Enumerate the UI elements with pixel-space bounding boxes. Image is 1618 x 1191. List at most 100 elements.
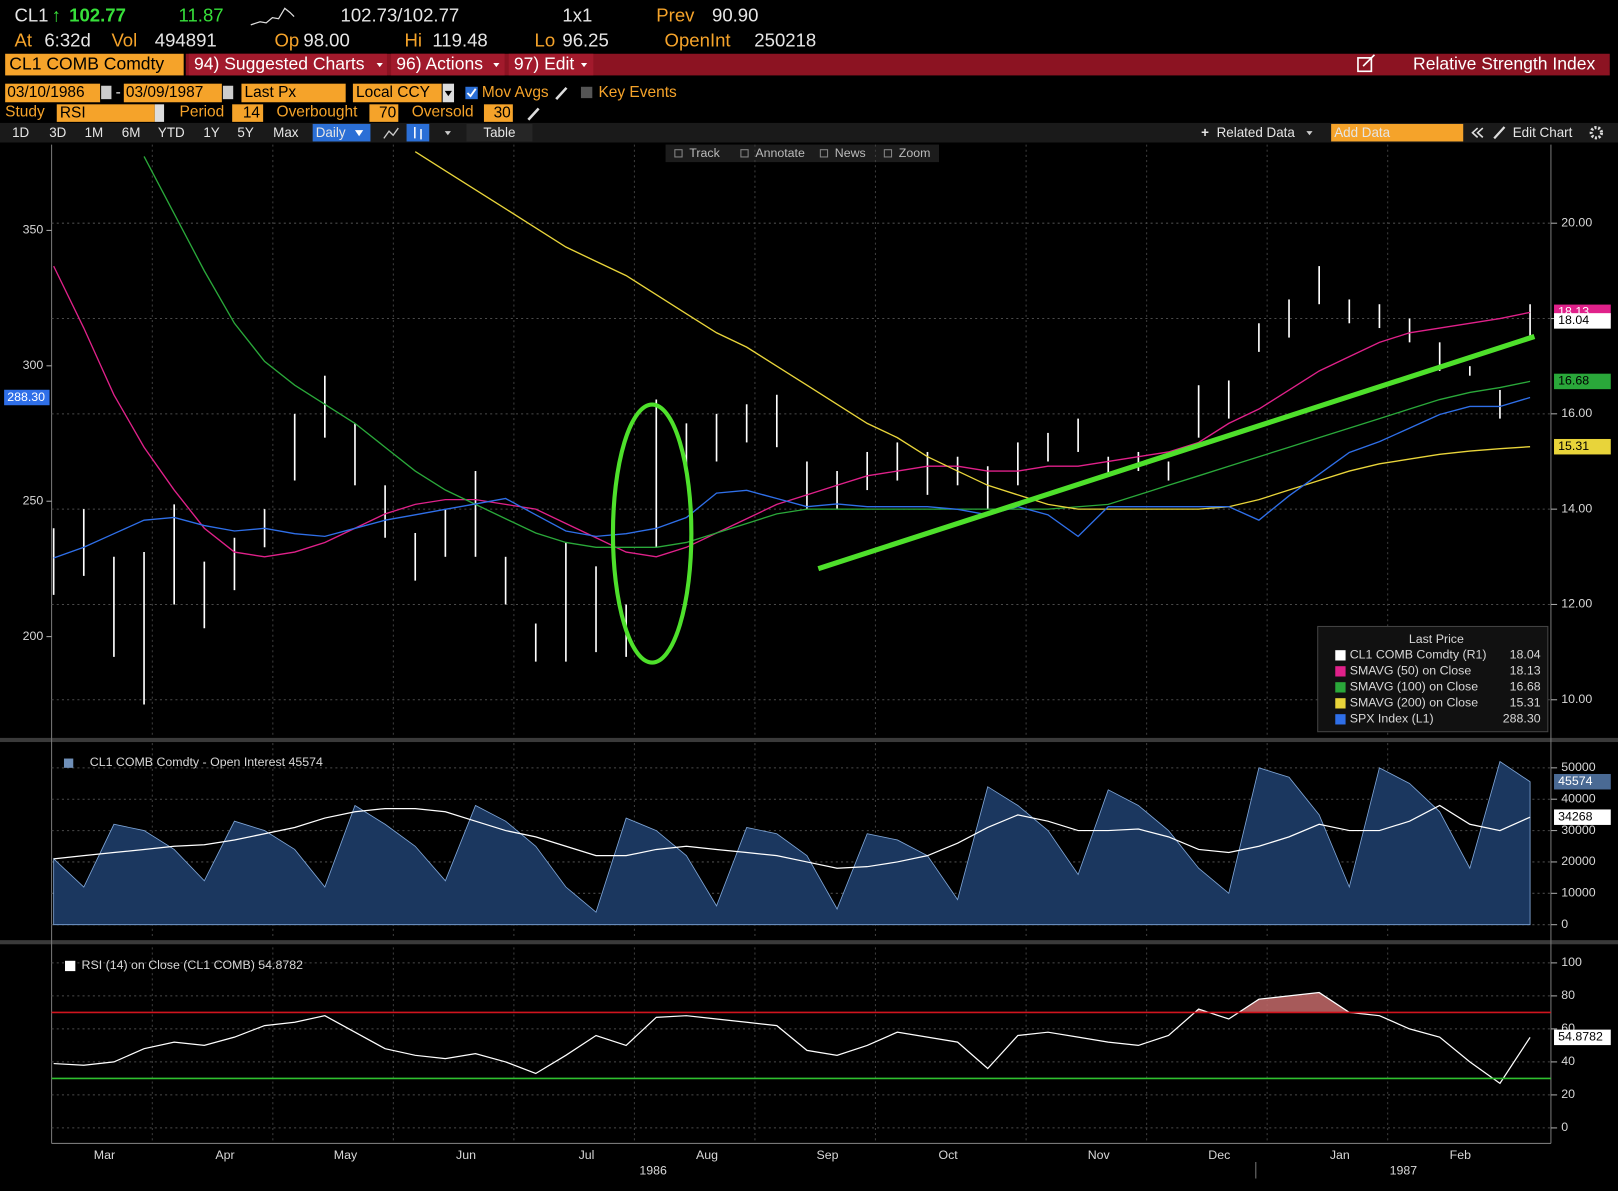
change: 11.87 <box>179 5 224 26</box>
pencil-icon[interactable] <box>527 107 540 121</box>
study-box[interactable] <box>56 104 155 122</box>
legend-swatch <box>1335 650 1346 661</box>
actions-button[interactable] <box>391 53 505 76</box>
key-events[interactable]: Key Events <box>598 84 677 101</box>
settings-icon[interactable] <box>1589 125 1604 140</box>
overbought-box[interactable] <box>369 104 399 122</box>
plus-icon[interactable]: + <box>1201 125 1209 140</box>
suggested-charts[interactable]: 94) Suggested Charts <box>194 54 365 74</box>
range-button[interactable]: YTD <box>158 125 185 140</box>
toolbar: Daily Table + Related Data Add Data Edit… <box>0 122 1618 143</box>
range-button[interactable]: 3D <box>49 125 66 140</box>
add-data-box[interactable] <box>1331 123 1464 142</box>
range-button[interactable]: 1Y <box>203 125 219 140</box>
line-chart-icon[interactable] <box>383 127 399 139</box>
value-tag-label: 18.04 <box>1558 313 1589 327</box>
oversold-box[interactable] <box>483 104 513 122</box>
x-tick-label: Jul <box>579 1148 595 1162</box>
security-box[interactable] <box>5 53 184 76</box>
calendar-icon[interactable] <box>222 85 234 100</box>
legend-label: SMAVG (200) on Close <box>1350 696 1479 710</box>
mov-avgs-checkbox[interactable] <box>465 86 478 100</box>
plot-area: Mar Apr May Jun Jul Aug Sep Oct Nov Dec Jan Feb 1986… <box>4 144 1611 1178</box>
tool-icon[interactable] <box>883 149 893 158</box>
range-button[interactable]: 5Y <box>237 125 253 140</box>
vol-label: Vol <box>111 29 137 50</box>
mov-avgs[interactable]: Mov Avgs <box>482 84 549 101</box>
panel-title-icon <box>63 758 74 768</box>
add-data[interactable]: Add Data <box>1334 125 1390 140</box>
frequency[interactable]: Daily <box>316 125 346 140</box>
collapse-icon[interactable] <box>1471 127 1479 138</box>
edit[interactable]: 97) Edit <box>514 54 575 74</box>
key-events-checkbox[interactable] <box>580 86 593 99</box>
oi: 250218 <box>754 29 816 50</box>
field[interactable]: Last Px <box>245 84 297 101</box>
chart-tool[interactable]: News <box>835 146 866 160</box>
y-tick-label: 12.00 <box>1561 597 1592 611</box>
tool-icon[interactable] <box>819 149 829 158</box>
related-data[interactable]: Related Data <box>1217 125 1296 140</box>
legend-label: SPX Index (L1) <box>1350 712 1434 726</box>
period[interactable]: 14 <box>243 105 261 122</box>
start-date-box[interactable] <box>5 83 101 103</box>
suggested-button[interactable] <box>188 53 387 76</box>
y-tick-label: 0 <box>1561 917 1568 931</box>
popout-icon[interactable] <box>1357 54 1376 73</box>
y-tick-label: 16.00 <box>1561 406 1592 420</box>
range-button[interactable]: 1D <box>12 125 29 140</box>
table[interactable]: Table <box>483 125 515 140</box>
y-tick-label: 80 <box>1561 988 1575 1002</box>
legend-swatch <box>1335 682 1346 693</box>
range-button[interactable]: 1M <box>85 125 104 140</box>
legend-label: SMAVG (100) on Close <box>1350 680 1479 694</box>
trend-line-annotation[interactable] <box>817 334 1536 572</box>
currency[interactable]: Local CCY <box>356 84 430 101</box>
at-label: At <box>14 29 32 50</box>
edit-button[interactable] <box>508 53 594 76</box>
security[interactable]: CL1 COMB Comdty <box>9 54 164 74</box>
period-box[interactable] <box>232 104 264 122</box>
calendar-icon[interactable] <box>101 85 112 100</box>
chart-tool[interactable]: Annotate <box>755 146 805 160</box>
field-box[interactable] <box>241 83 346 103</box>
currency-box[interactable] <box>352 83 442 103</box>
y-tick-label: 40000 <box>1561 791 1596 805</box>
legend-value: 18.04 <box>1510 648 1541 662</box>
chart-tool[interactable]: Zoom <box>899 146 931 160</box>
x-tick-label: Jun <box>456 1148 476 1162</box>
overbought-label: Overbought <box>277 104 359 121</box>
x-tick-label: Apr <box>215 1148 234 1162</box>
chart-tool[interactable]: Track <box>689 146 720 160</box>
bar-chart-icon[interactable] <box>406 123 430 142</box>
x-tick-label: Sep <box>817 1148 839 1162</box>
time: 6:32d <box>44 29 90 50</box>
pencil-icon[interactable] <box>555 86 568 101</box>
oversold[interactable]: 30 <box>494 105 511 122</box>
x-group-label: 1986 <box>639 1164 667 1178</box>
collapse-icon[interactable] <box>1476 127 1484 138</box>
table-button[interactable] <box>466 123 533 142</box>
edit-chart[interactable]: Edit Chart <box>1513 125 1573 140</box>
legend-box <box>1317 625 1549 733</box>
direction-arrow: ↑ <box>52 5 61 26</box>
end-date-box[interactable] <box>123 83 222 103</box>
tool-icon[interactable] <box>674 149 683 158</box>
study-label: Study <box>5 104 45 121</box>
end-date[interactable]: 03/09/1987 <box>126 84 203 101</box>
y-tick-label: 40 <box>1561 1054 1575 1068</box>
ellipse-annotation[interactable] <box>610 402 694 665</box>
hi: 119.48 <box>432 29 487 50</box>
start-date[interactable]: 03/10/1986 <box>7 84 84 101</box>
pencil-icon[interactable] <box>1493 126 1506 140</box>
actions[interactable]: 96) Actions <box>396 54 483 74</box>
study-dropdown[interactable] <box>154 104 165 122</box>
range-button[interactable]: 6M <box>122 125 141 140</box>
overbought[interactable]: 70 <box>379 105 396 122</box>
tool-icon[interactable] <box>740 149 749 158</box>
range-button[interactable]: Max <box>273 125 299 140</box>
frequency-box[interactable] <box>312 123 371 142</box>
study[interactable]: RSI <box>60 105 86 122</box>
value-tag-label: 54.8782 <box>1558 1030 1603 1044</box>
dropdown-arrow[interactable] <box>444 131 451 136</box>
